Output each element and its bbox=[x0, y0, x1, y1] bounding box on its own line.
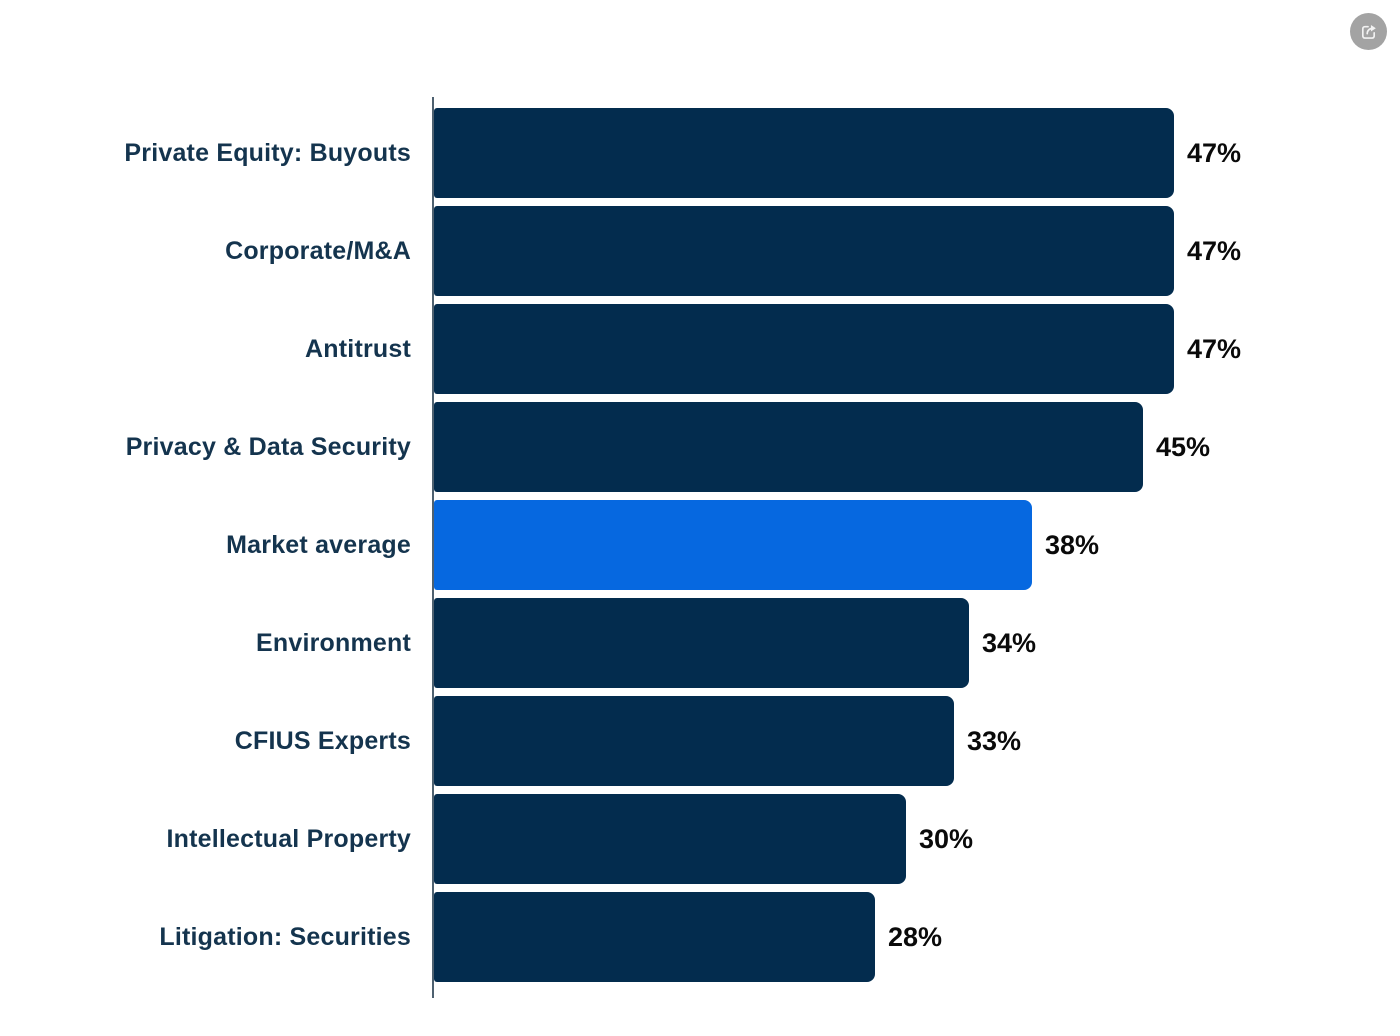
bar-track: 45% bbox=[434, 402, 1210, 492]
category-label: Environment bbox=[256, 628, 411, 657]
value-label: 47% bbox=[1187, 333, 1242, 364]
bar[interactable] bbox=[434, 598, 969, 688]
bar[interactable] bbox=[434, 304, 1174, 394]
value-label: 45% bbox=[1156, 431, 1211, 462]
value-label: 38% bbox=[1045, 529, 1100, 560]
category-label: Privacy & Data Security bbox=[125, 432, 411, 461]
bar-row: Market average 38% bbox=[0, 500, 1400, 590]
bar[interactable] bbox=[434, 500, 1032, 590]
category-axis-line bbox=[432, 97, 434, 998]
share-button[interactable] bbox=[1350, 13, 1387, 50]
bar[interactable] bbox=[434, 892, 875, 982]
category-label: Antitrust bbox=[305, 334, 411, 363]
bar[interactable] bbox=[434, 696, 954, 786]
bar-row: Privacy & Data Security 45% bbox=[0, 402, 1400, 492]
value-label: 47% bbox=[1187, 137, 1242, 168]
category-label: Intellectual Property bbox=[166, 824, 411, 853]
bar-row: Corporate/M&A 47% bbox=[0, 206, 1400, 296]
share-icon bbox=[1358, 21, 1379, 42]
bar-row: Intellectual Property 30% bbox=[0, 794, 1400, 884]
bar-chart: Private Equity: Buyouts 47% Corporate/M&… bbox=[0, 108, 1400, 990]
category-label: CFIUS Experts bbox=[234, 726, 411, 755]
value-label: 47% bbox=[1187, 235, 1242, 266]
value-label: 28% bbox=[888, 921, 943, 952]
bar-row: Environment 34% bbox=[0, 598, 1400, 688]
bar[interactable] bbox=[434, 794, 906, 884]
bar-row: CFIUS Experts 33% bbox=[0, 696, 1400, 786]
bar-row: Antitrust 47% bbox=[0, 304, 1400, 394]
value-label: 33% bbox=[967, 725, 1022, 756]
value-label: 30% bbox=[919, 823, 974, 854]
bar-row: Litigation: Securities 28% bbox=[0, 892, 1400, 982]
category-label: Corporate/M&A bbox=[225, 236, 411, 265]
bar-track: 47% bbox=[434, 108, 1241, 198]
bar-track: 30% bbox=[434, 794, 973, 884]
category-label: Private Equity: Buyouts bbox=[124, 138, 411, 167]
bar-track: 47% bbox=[434, 304, 1241, 394]
bar-track: 38% bbox=[434, 500, 1099, 590]
bar-track: 34% bbox=[434, 598, 1036, 688]
category-label: Litigation: Securities bbox=[159, 922, 411, 951]
bar-track: 28% bbox=[434, 892, 942, 982]
bar-row: Private Equity: Buyouts 47% bbox=[0, 108, 1400, 198]
bar[interactable] bbox=[434, 402, 1143, 492]
value-label: 34% bbox=[982, 627, 1037, 658]
bar[interactable] bbox=[434, 206, 1174, 296]
category-label: Market average bbox=[226, 530, 411, 559]
bar[interactable] bbox=[434, 108, 1174, 198]
bar-track: 47% bbox=[434, 206, 1241, 296]
bar-track: 33% bbox=[434, 696, 1021, 786]
